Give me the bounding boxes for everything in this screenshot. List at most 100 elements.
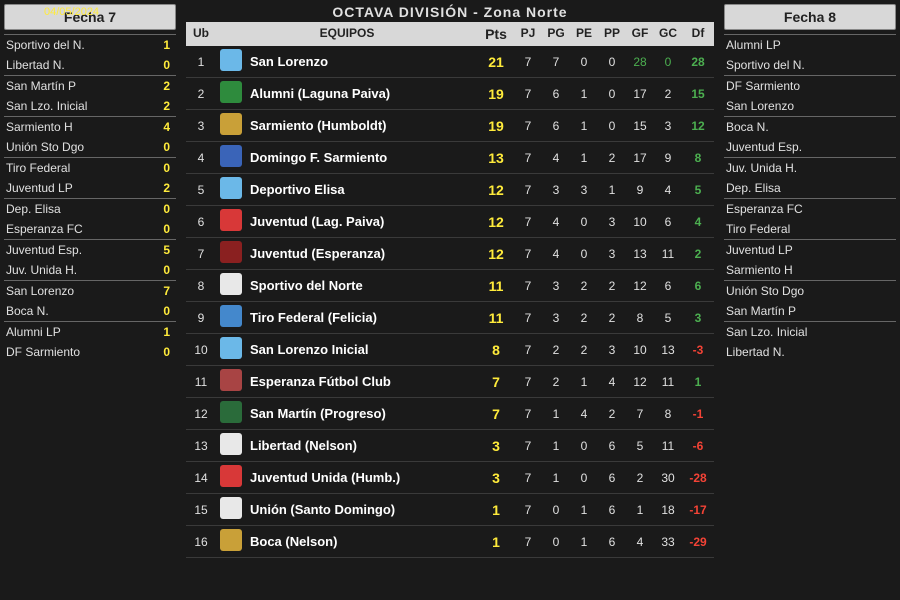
table-row: 8 Sportivo del Norte 11 7 3 2 2 12 6 6 <box>186 270 714 302</box>
team-badge-icon <box>216 337 246 362</box>
cell-ub: 1 <box>186 55 216 69</box>
cell-pp: 0 <box>598 87 626 101</box>
cell-pts: 12 <box>478 246 514 262</box>
cell-team: Boca (Nelson) <box>246 534 478 549</box>
table-row: 10 San Lorenzo Inicial 8 7 2 2 3 10 13 -… <box>186 334 714 366</box>
cell-pts: 1 <box>478 534 514 550</box>
fixture-pair: Esperanza FC Tiro Federal <box>724 198 896 239</box>
cell-pts: 19 <box>478 86 514 102</box>
cell-pp: 6 <box>598 439 626 453</box>
match-pair: Alumni LP1 DF Sarmiento0 <box>4 321 176 362</box>
away-team: Libertad N. <box>6 58 65 72</box>
cell-gf: 10 <box>626 343 654 357</box>
cell-gf: 9 <box>626 183 654 197</box>
team-badge-icon <box>216 369 246 394</box>
cell-gf: 1 <box>626 503 654 517</box>
home-score: 0 <box>156 202 170 216</box>
team-badge-icon <box>216 529 246 554</box>
right-header: Fecha 8 <box>724 4 896 30</box>
cell-gc: 6 <box>654 279 682 293</box>
home-team: San Lorenzo <box>6 284 74 298</box>
cell-ub: 2 <box>186 87 216 101</box>
cell-gf: 28 <box>626 55 654 69</box>
cell-gc: 18 <box>654 503 682 517</box>
cell-pp: 3 <box>598 343 626 357</box>
cell-pts: 1 <box>478 502 514 518</box>
fixture-row: Juventud Esp. <box>724 137 896 157</box>
fixture-pair: Juventud LP Sarmiento H <box>724 239 896 280</box>
away-score: 2 <box>156 99 170 113</box>
cell-pe: 2 <box>570 279 598 293</box>
fixture-row: Juv. Unida H. <box>724 158 896 178</box>
cell-pg: 7 <box>542 55 570 69</box>
cell-gf: 10 <box>626 215 654 229</box>
cell-pg: 1 <box>542 471 570 485</box>
match-row: Juventud LP 2 <box>4 178 176 198</box>
cell-team: Domingo F. Sarmiento <box>246 150 478 165</box>
fixture-row: Juventud LP <box>724 240 896 260</box>
fixture-row: Libertad N. <box>724 342 896 362</box>
th-df: Df <box>682 26 714 42</box>
cell-team: Sportivo del Norte <box>246 278 478 293</box>
cell-gf: 17 <box>626 87 654 101</box>
cell-pj: 7 <box>514 151 542 165</box>
away-team: Unión Sto Dgo <box>6 140 84 154</box>
team-badge-icon <box>216 177 246 202</box>
away-score: 2 <box>156 181 170 195</box>
table-row: 6 Juventud (Lag. Paiva) 12 7 4 0 3 10 6 … <box>186 206 714 238</box>
cell-df: 5 <box>682 183 714 197</box>
th-pg: PG <box>542 26 570 42</box>
cell-pg: 4 <box>542 215 570 229</box>
home-team: Dep. Elisa <box>6 202 61 216</box>
cell-pj: 7 <box>514 311 542 325</box>
cell-pg: 0 <box>542 503 570 517</box>
cell-pe: 4 <box>570 407 598 421</box>
cell-pts: 7 <box>478 406 514 422</box>
fixture-row: Sportivo del N. <box>724 55 896 75</box>
match-row: Dep. Elisa 0 <box>4 199 176 219</box>
cell-pe: 0 <box>570 55 598 69</box>
cell-pe: 0 <box>570 215 598 229</box>
cell-pg: 1 <box>542 439 570 453</box>
cell-pe: 3 <box>570 183 598 197</box>
match-row: Esperanza FC0 <box>4 219 176 239</box>
cell-pg: 3 <box>542 311 570 325</box>
home-team: Alumni LP <box>726 38 781 52</box>
cell-pj: 7 <box>514 87 542 101</box>
team-badge-icon <box>216 433 246 458</box>
cell-gf: 5 <box>626 439 654 453</box>
cell-pj: 7 <box>514 55 542 69</box>
cell-team: Deportivo Elisa <box>246 182 478 197</box>
cell-pp: 0 <box>598 119 626 133</box>
th-gf: GF <box>626 26 654 42</box>
cell-pe: 1 <box>570 535 598 549</box>
th-pj: PJ <box>514 26 542 42</box>
cell-df: 6 <box>682 279 714 293</box>
fixture-row: San Lorenzo <box>724 96 896 116</box>
away-score: 0 <box>156 345 170 359</box>
cell-ub: 3 <box>186 119 216 133</box>
date-label: 04/05/2024 <box>40 6 103 22</box>
cell-team: Alumni (Laguna Paiva) <box>246 86 478 101</box>
home-score: 2 <box>156 79 170 93</box>
cell-df: -28 <box>682 471 714 485</box>
cell-pj: 7 <box>514 119 542 133</box>
match-row: DF Sarmiento0 <box>4 342 176 362</box>
cell-gf: 12 <box>626 279 654 293</box>
cell-pe: 1 <box>570 151 598 165</box>
cell-pts: 3 <box>478 470 514 486</box>
away-team: Juventud LP <box>6 181 73 195</box>
cell-ub: 7 <box>186 247 216 261</box>
away-team: San Martín P <box>726 304 796 318</box>
cell-pts: 3 <box>478 438 514 454</box>
th-gc: GC <box>654 26 682 42</box>
th-pe: PE <box>570 26 598 42</box>
table-row: 14 Juventud Unida (Humb.) 3 7 1 0 6 2 30… <box>186 462 714 494</box>
cell-pts: 7 <box>478 374 514 390</box>
cell-gc: 11 <box>654 247 682 261</box>
away-score: 0 <box>156 140 170 154</box>
cell-pts: 19 <box>478 118 514 134</box>
cell-pts: 11 <box>478 278 514 294</box>
cell-pg: 2 <box>542 343 570 357</box>
cell-pp: 0 <box>598 55 626 69</box>
